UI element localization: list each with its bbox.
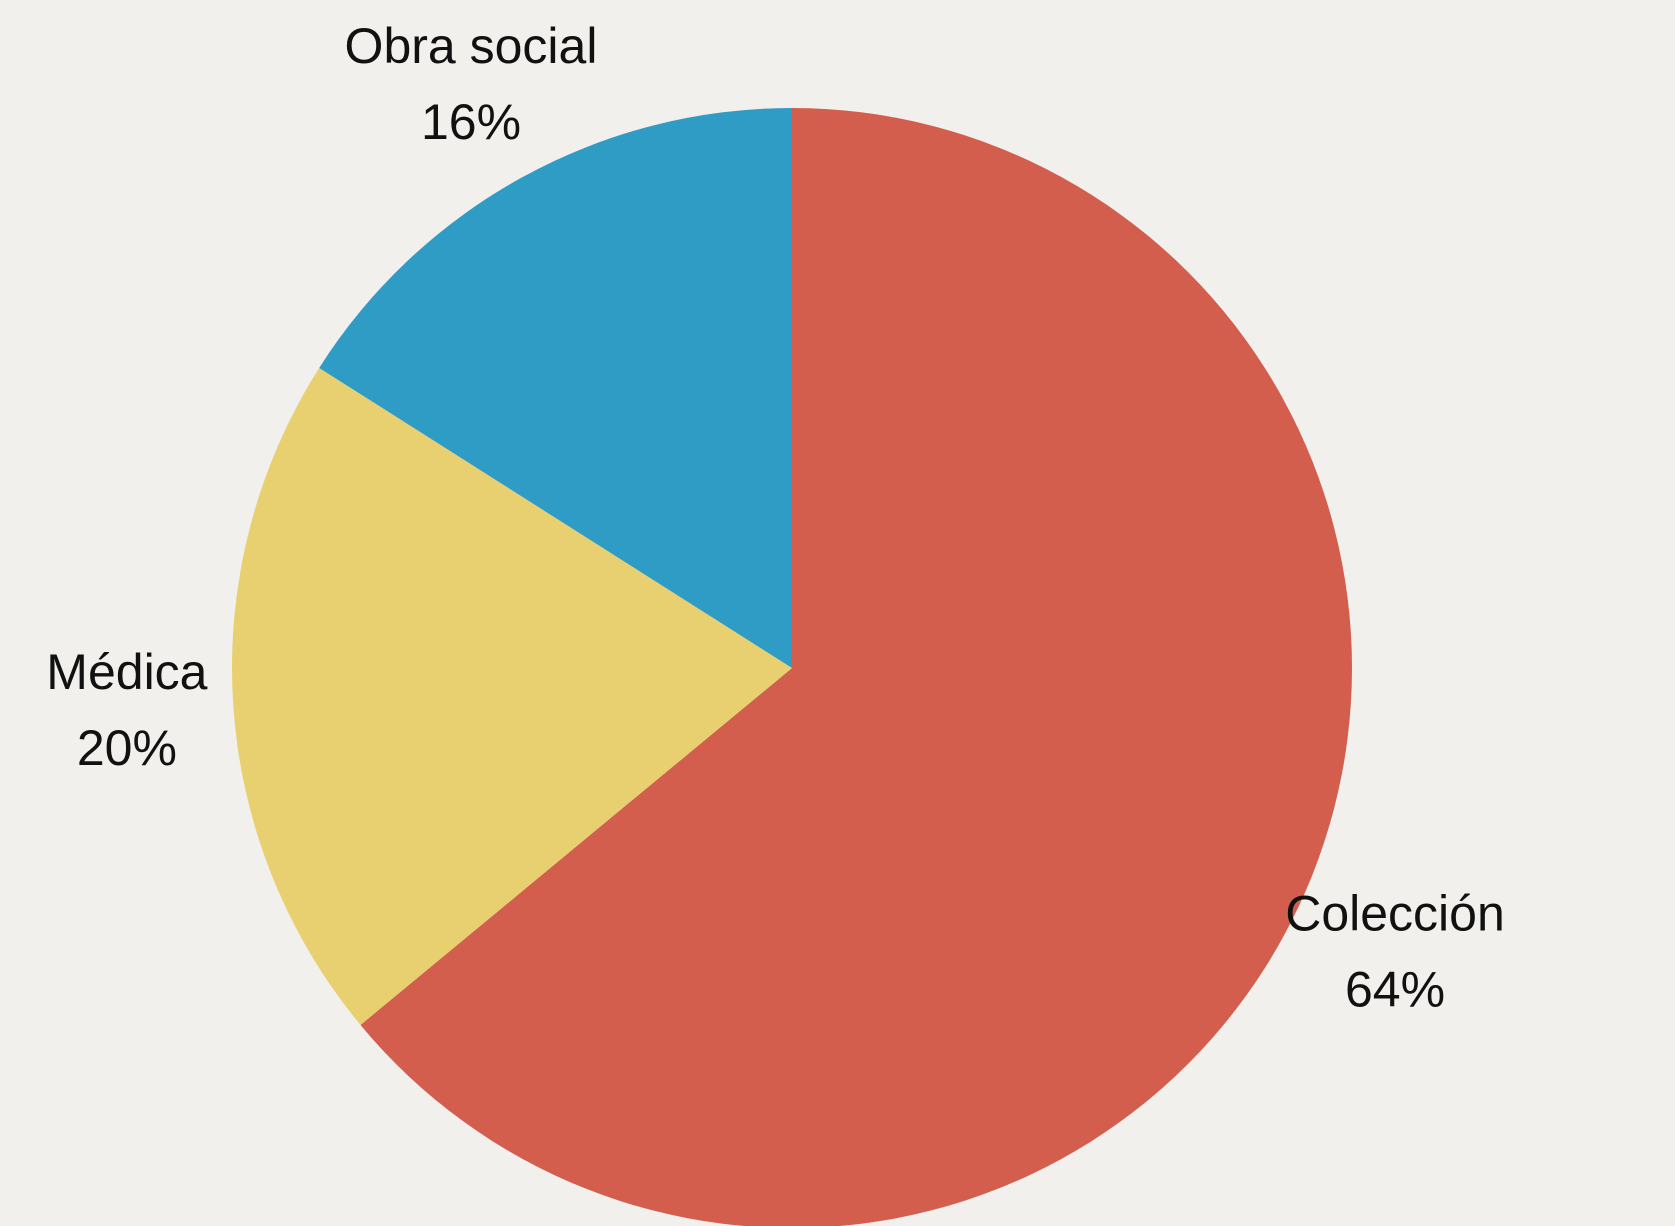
pie-slice-medica [232, 367, 793, 1025]
pie-slice-obra-social [319, 108, 792, 668]
slice-label-name-obra-social: Obra social [345, 18, 598, 74]
slice-label-name-medica: Médica [46, 644, 207, 700]
slice-label-percent-coleccion: 64% [1345, 962, 1445, 1018]
slice-label-name-coleccion: Colección [1285, 886, 1505, 942]
pie-labels: Colección 64% Médica 20% Obra social 16% [46, 18, 1504, 1018]
slice-label-percent-medica: 20% [77, 720, 177, 776]
slice-label-percent-obra-social: 16% [421, 94, 521, 150]
pie-slices [232, 108, 1352, 1226]
pie-slice-coleccion [360, 108, 1352, 1226]
